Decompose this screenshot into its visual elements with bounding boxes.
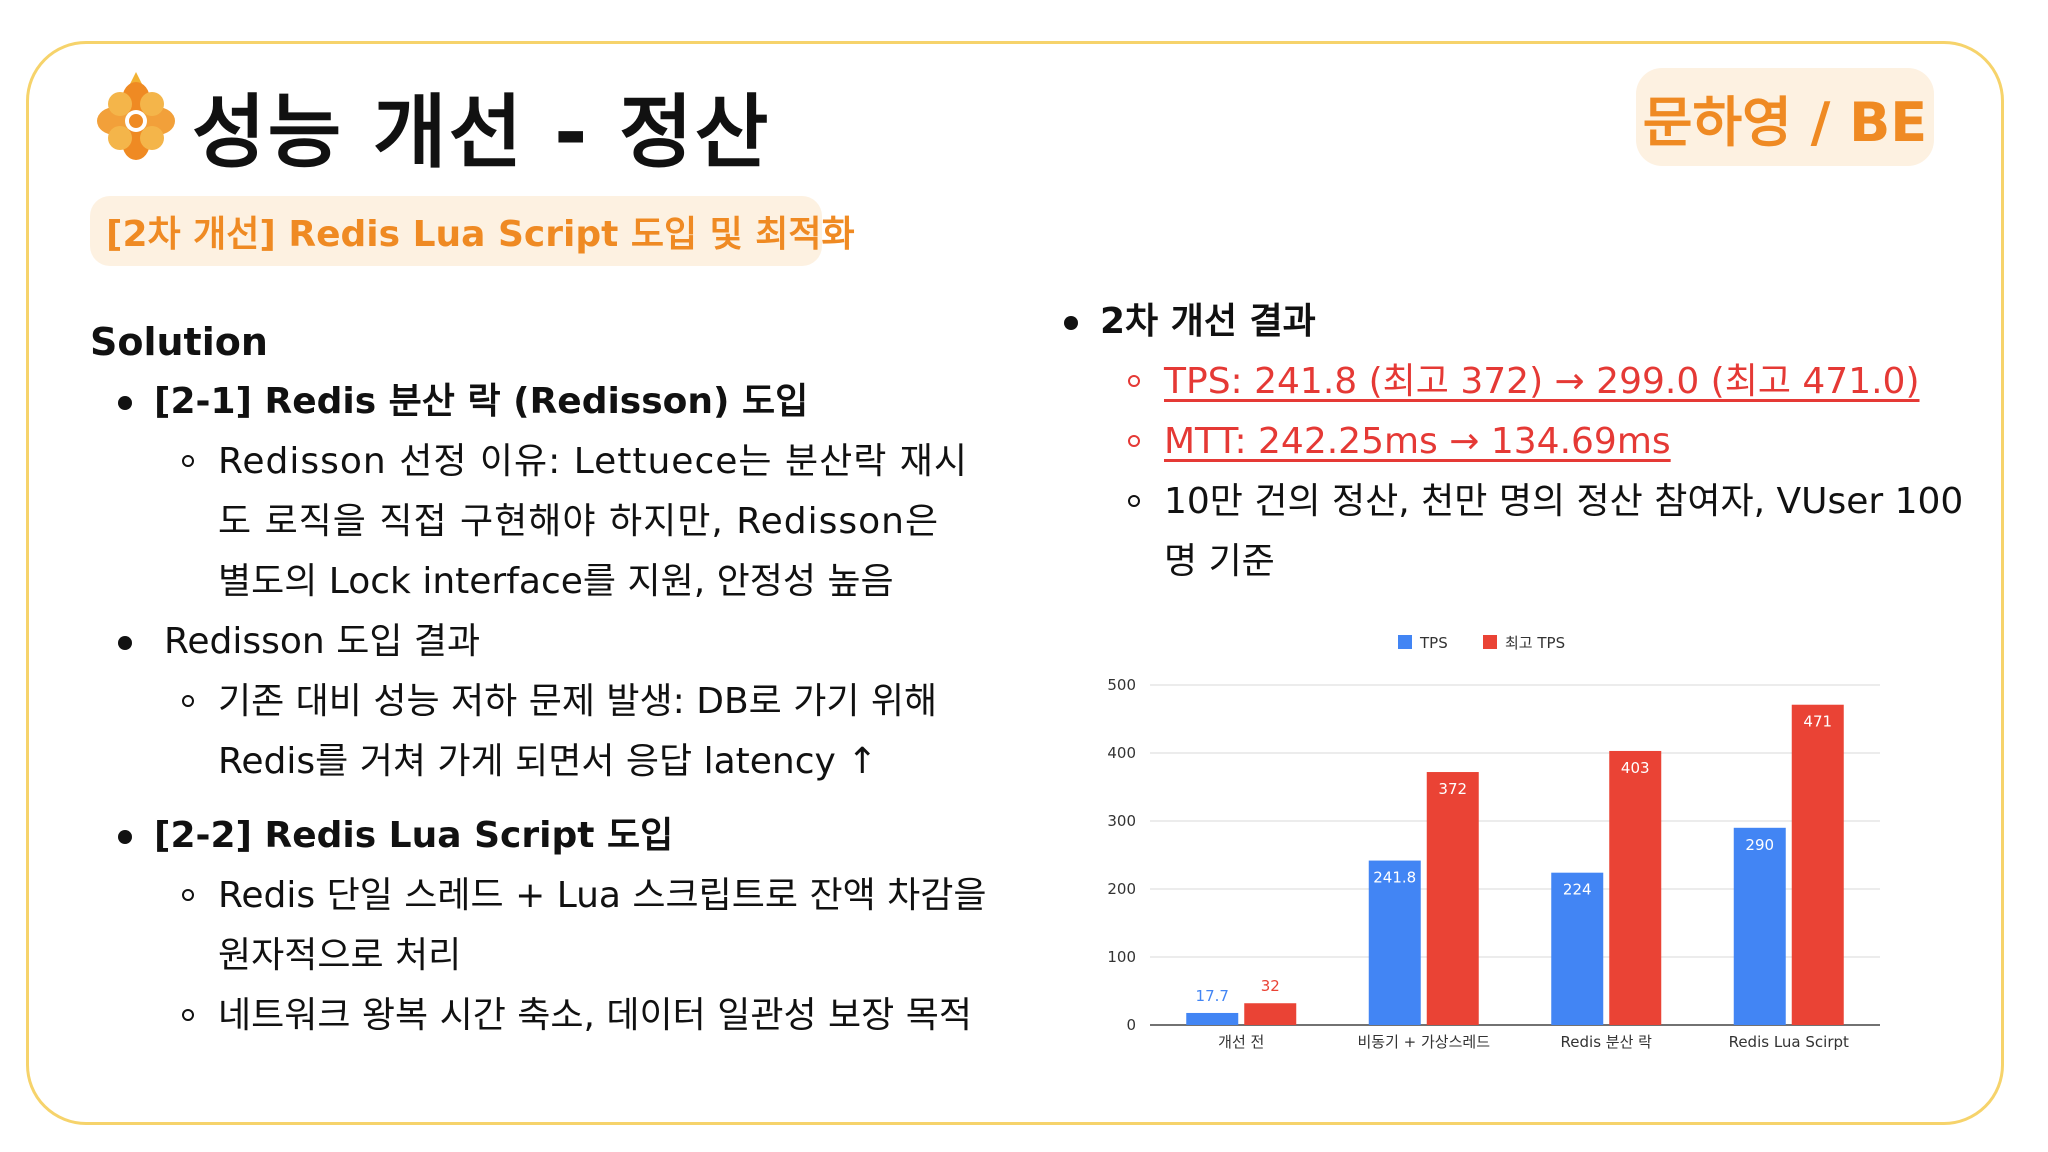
x-tick-label: Redis 분산 락: [1561, 1033, 1653, 1051]
result-line: 기존 대비 성능 저하 문제 발생: DB로 가기 위해: [218, 681, 938, 722]
bar: [1609, 750, 1662, 1025]
data-label: 224: [1563, 881, 1592, 899]
result-section: 2차 개선 결과 TPS: 241.8 (최고 372) → 299.0 (최고…: [1060, 292, 1980, 592]
flower-logo-icon: [97, 72, 175, 160]
section2-title: [2-2] Redis Lua Script 도입: [90, 806, 1020, 866]
bar: [1733, 827, 1786, 1025]
data-label: 241.8: [1373, 869, 1416, 887]
page-title: 성능 개선 - 정산: [192, 86, 771, 179]
result-item: 기존 대비 성능 저하 문제 발생: DB로 가기 위해 Redis를 거쳐 가…: [90, 672, 1020, 792]
bar: [1244, 1003, 1297, 1025]
slide-frame: [26, 41, 2004, 1125]
mtt-link[interactable]: MTT: 242.25ms → 134.69ms: [1060, 412, 1980, 472]
reason-line: 도 로직을 직접 구현해야 하지만, Redisson은: [218, 501, 940, 542]
x-tick-label: Redis Lua Scirpt: [1729, 1033, 1849, 1051]
legend-label: TPS: [1419, 634, 1448, 652]
reason-line: 별도의 Lock interface를 지원, 안정성 높음: [218, 561, 894, 602]
lua-point-item: Redis 단일 스레드 + Lua 스크립트로 잔액 차감을 원자적으로 처리: [90, 866, 1020, 986]
tps-link[interactable]: TPS: 241.8 (최고 372) → 299.0 (최고 471.0): [1060, 352, 1980, 412]
bar: [1791, 704, 1844, 1025]
lua-point-line: 원자적으로 처리: [218, 935, 462, 976]
legend-swatch: [1483, 635, 1497, 649]
data-label: 471: [1803, 713, 1832, 731]
y-tick-label: 400: [1107, 744, 1136, 762]
bar: [1186, 1012, 1239, 1025]
basis-item: 10만 건의 정산, 천만 명의 정산 참여자, VUser 100 명 기준: [1060, 472, 1980, 592]
tps-bar-chart: 0 100 200 300 400 500 TPS 최고 TPS 17.7 32 개선 전 241.8…: [1107, 634, 1880, 1051]
data-label: 17.7: [1196, 987, 1229, 1005]
x-tick-label: 비동기 + 가상스레드: [1357, 1033, 1490, 1051]
x-tick-label: 개선 전: [1218, 1033, 1264, 1051]
reason-item: Redisson 선정 이유: Lettuece는 분산락 재시 도 로직을 직…: [90, 432, 1020, 612]
subtitle-badge: [2차 개선] Redis Lua Script 도입 및 최적화: [90, 196, 855, 266]
result-line: Redis를 거쳐 가게 되면서 응답 latency ↑: [218, 741, 878, 782]
reason-line: Redisson 선정 이유: Lettuece는 분산락 재시: [218, 441, 969, 482]
bar: [1426, 772, 1479, 1025]
result-heading: 2차 개선 결과: [1060, 292, 1980, 352]
author-badge: 문하영 / BE: [1636, 68, 1934, 166]
lua-point-line: Redis 단일 스레드 + Lua 스크립트로 잔액 차감을: [218, 875, 987, 916]
data-label: 372: [1438, 780, 1467, 798]
network-point-item: 네트워크 왕복 시간 축소, 데이터 일관성 보장 목적: [90, 986, 1020, 1046]
data-label: 403: [1621, 759, 1650, 777]
y-tick-label: 0: [1126, 1016, 1136, 1034]
solution-section: Solution [2-1] Redis 분산 락 (Redisson) 도입 …: [90, 312, 1020, 1046]
legend-label: 최고 TPS: [1505, 634, 1565, 652]
y-tick-label: 100: [1107, 948, 1136, 966]
basis-line: 10만 건의 정산, 천만 명의 정산 참여자, VUser 100: [1164, 481, 1964, 522]
y-tick-label: 200: [1107, 880, 1136, 898]
result-title: Redisson 도입 결과: [90, 612, 1020, 672]
y-tick-label: 500: [1107, 676, 1136, 694]
data-label: 32: [1261, 977, 1280, 995]
bar: [1551, 872, 1604, 1025]
legend-swatch: [1398, 635, 1412, 649]
data-label: 290: [1745, 836, 1774, 854]
y-tick-label: 300: [1107, 812, 1136, 830]
solution-heading: Solution: [90, 320, 268, 364]
section1-title: [2-1] Redis 분산 락 (Redisson) 도입: [90, 372, 1020, 432]
basis-line: 명 기준: [1164, 541, 1275, 582]
bar: [1368, 860, 1421, 1025]
